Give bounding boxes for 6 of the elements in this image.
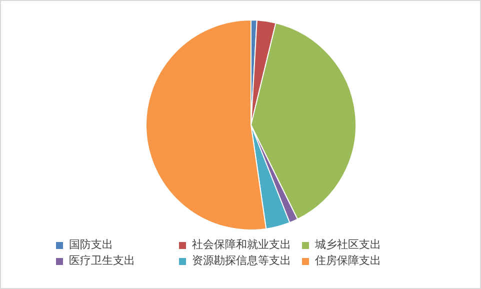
legend-label: 国防支出 [69,237,113,253]
legend-label: 资源勘探信息等支出 [192,253,291,269]
legend-label: 城乡社区支出 [315,237,381,253]
legend-label: 医疗卫生支出 [69,253,135,269]
legend-label: 住房保障支出 [315,253,381,269]
legend-label: 社会保障和就业支出 [192,237,291,253]
